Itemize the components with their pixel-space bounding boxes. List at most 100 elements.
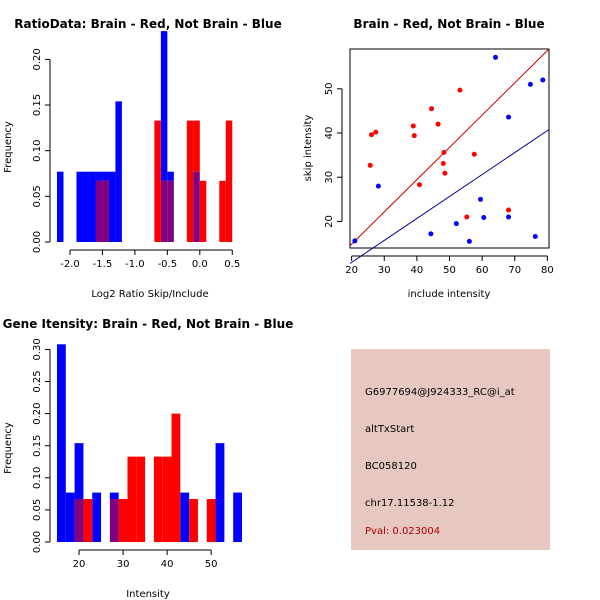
intensity-histogram-bars — [57, 344, 242, 542]
brain-point — [416, 182, 422, 188]
p1-y-tick-label: 0.05 — [32, 185, 43, 207]
brain-point — [440, 161, 446, 167]
brain-bar — [186, 120, 194, 242]
scatter-x-axis: 20 30 40 50 60 70 80 — [345, 255, 554, 276]
p1-x-tick-label: -2.0 — [60, 259, 80, 270]
overlap-bar — [167, 180, 174, 242]
p3-x-tick-label: 20 — [73, 559, 86, 570]
not-brain-point — [506, 114, 512, 120]
p2-x-tick-label: 30 — [378, 265, 391, 276]
brain-point — [441, 149, 447, 155]
brain-point — [367, 162, 373, 168]
brain-point — [410, 123, 416, 129]
brain-bar — [225, 120, 233, 242]
probe-id: G6977694@J924333_RC@i_at — [365, 387, 515, 398]
p3-y-tick-label: 0.00 — [32, 531, 43, 553]
p2-x-tick-label: 80 — [541, 265, 554, 276]
p1-y-tick-label: 0.10 — [32, 140, 43, 162]
intensity-histogram-panel: Gene Itensity: Brain - Red, Not Brain - … — [3, 317, 294, 600]
p1-x-tick-label: -1.5 — [93, 259, 113, 270]
brain-fit-line — [349, 48, 550, 247]
not-brain-point — [466, 238, 472, 244]
not-brain-bar — [74, 443, 84, 499]
brain-bar — [199, 180, 207, 242]
not-brain-bar — [215, 443, 225, 542]
p1-x-tick-label: 0.0 — [192, 259, 208, 270]
scatter-xlabel: include intensity — [408, 289, 491, 300]
ratio-histogram-panel: RatioData: Brain - Red, Not Brain - Blue… — [3, 17, 282, 300]
brain-point — [506, 207, 512, 213]
brain-point — [457, 87, 463, 93]
scatter-fit-lines — [349, 48, 550, 264]
not-brain-point — [477, 196, 483, 202]
p1-y-tick-label: 0.20 — [32, 48, 43, 70]
brain-bar — [153, 456, 163, 542]
p1-y-tick-label: 0.00 — [32, 231, 43, 253]
intensity-histogram-xlabel: Intensity — [126, 589, 170, 600]
p1-x-tick-label: 0.5 — [224, 259, 240, 270]
p3-x-tick-label: 40 — [161, 559, 174, 570]
accession-id: BC058120 — [365, 461, 417, 472]
not-brain-point — [428, 231, 434, 237]
p3-y-tick-label: 0.30 — [32, 338, 43, 360]
not-brain-bar — [167, 171, 174, 181]
p2-x-tick-label: 60 — [476, 265, 489, 276]
brain-bar — [219, 180, 226, 242]
brain-bar — [118, 498, 128, 542]
scatter-points — [352, 54, 546, 244]
brain-bar — [171, 413, 181, 542]
ratio-histogram-bars — [57, 31, 233, 243]
brain-point — [471, 151, 477, 157]
brain-bar — [206, 498, 216, 542]
not-brain-bar — [89, 171, 96, 242]
brain-point — [369, 132, 375, 138]
p3-x-tick-label: 50 — [205, 559, 218, 570]
overlap-bar — [160, 180, 168, 242]
brain-point — [373, 129, 379, 135]
brain-point — [442, 170, 448, 176]
p2-y-tick-label: 40 — [324, 127, 335, 140]
p2-y-tick-label: 30 — [324, 171, 335, 184]
not-brain-bar — [57, 344, 66, 542]
not-brain-bar — [82, 171, 90, 242]
p1-x-tick-label: -0.5 — [158, 259, 178, 270]
not-brain-bar — [92, 492, 102, 542]
p2-x-tick-label: 50 — [443, 265, 456, 276]
not-brain-point — [506, 214, 512, 220]
not-brain-bar — [180, 492, 190, 542]
not-brain-fit-line — [349, 129, 550, 264]
not-brain-point — [492, 54, 498, 60]
brain-bar — [154, 120, 161, 242]
not-brain-point — [540, 77, 546, 83]
not-brain-bar — [102, 171, 109, 181]
not-brain-bar — [57, 171, 64, 242]
not-brain-bar — [115, 101, 122, 243]
brain-bar — [193, 120, 200, 172]
brain-bar — [189, 498, 198, 542]
not-brain-bar — [109, 492, 119, 499]
not-brain-bar — [65, 492, 75, 542]
brain-bar — [136, 456, 146, 542]
intensity-histogram-title: Gene Itensity: Brain - Red, Not Brain - … — [3, 317, 294, 331]
ratio-histogram-ylabel: Frequency — [3, 121, 14, 173]
intensity-histogram-ylabel: Frequency — [3, 422, 14, 474]
brain-bar — [83, 498, 93, 542]
brain-point — [464, 214, 470, 220]
genomic-location: chr17.11538-1.12 — [365, 498, 455, 509]
p3-y-tick-label: 0.05 — [32, 499, 43, 521]
not-brain-point — [375, 183, 381, 189]
p1-y-tick-label: 0.15 — [32, 94, 43, 116]
brain-point — [429, 106, 435, 112]
ratio-histogram-y-axis: 0.00 0.05 0.10 0.15 0.20 — [32, 48, 51, 253]
scatter-y-axis: 20 30 40 50 — [324, 82, 343, 228]
p2-x-tick-label: 20 — [345, 265, 358, 276]
ratio-histogram-title: RatioData: Brain - Red, Not Brain - Blue — [14, 17, 281, 31]
p3-y-tick-label: 0.25 — [32, 370, 43, 392]
brain-point — [411, 133, 417, 139]
not-brain-point — [453, 221, 459, 227]
not-brain-bar — [108, 171, 116, 242]
brain-bar — [162, 456, 172, 542]
intensity-histogram-x-axis: 20 30 40 50 — [73, 549, 218, 570]
probe-info-box: G6977694@J924333_RC@i_at altTxStart BC05… — [351, 349, 550, 550]
